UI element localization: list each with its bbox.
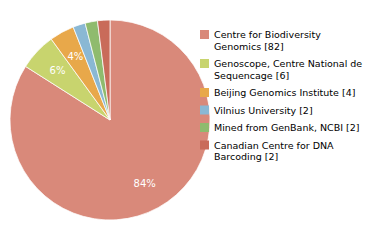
legend-label-line: Barcoding [2]: [214, 151, 278, 162]
pie-slice: [10, 20, 210, 220]
legend-swatch: [200, 123, 209, 132]
legend: Centre for BiodiversityGenomics [82]Geno…: [200, 29, 362, 162]
legend-label-line: Sequencage [6]: [214, 70, 289, 81]
legend-label: Genoscope, Centre National deSequencage …: [214, 58, 362, 81]
legend-label: Vilnius University [2]: [214, 105, 313, 116]
legend-label: Canadian Centre for DNABarcoding [2]: [214, 140, 334, 163]
legend-label: Centre for BiodiversityGenomics [82]: [214, 29, 321, 52]
chart: 84% 6%4% Centre for BiodiversityGenomics […: [0, 0, 380, 240]
legend-label-line: Centre for Biodiversity: [214, 29, 321, 40]
pie: [10, 20, 210, 220]
pie-slice: [85, 21, 110, 120]
legend-label-line: Mined from GenBank, NCBI [2]: [214, 122, 360, 133]
data-labels: 84% 6%4%: [50, 51, 156, 188]
legend-swatch: [200, 59, 209, 68]
legend-item: Canadian Centre for DNABarcoding [2]: [200, 140, 334, 163]
legend-label-line: Vilnius University [2]: [214, 105, 313, 116]
legend-item: Genoscope, Centre National deSequencage …: [200, 58, 362, 81]
legend-item: Vilnius University [2]: [200, 105, 313, 116]
legend-swatch: [200, 106, 209, 115]
pie-slice: [97, 20, 110, 120]
data-label: 84%: [134, 178, 156, 189]
legend-item: Centre for BiodiversityGenomics [82]: [200, 29, 321, 52]
data-label: 4%: [67, 51, 83, 62]
legend-label-line: Genoscope, Centre National de: [214, 58, 362, 69]
data-label: 6%: [50, 65, 66, 76]
legend-label-line: Beijing Genomics Institute [4]: [214, 87, 355, 98]
legend-item: Beijing Genomics Institute [4]: [200, 87, 355, 98]
legend-swatch: [200, 30, 209, 39]
legend-label: Beijing Genomics Institute [4]: [214, 87, 355, 98]
legend-item: Mined from GenBank, NCBI [2]: [200, 122, 360, 133]
legend-label-line: Canadian Centre for DNA: [214, 140, 334, 151]
legend-label: Mined from GenBank, NCBI [2]: [214, 122, 360, 133]
legend-swatch: [200, 88, 209, 97]
legend-swatch: [200, 141, 209, 150]
legend-label-line: Genomics [82]: [214, 41, 284, 52]
